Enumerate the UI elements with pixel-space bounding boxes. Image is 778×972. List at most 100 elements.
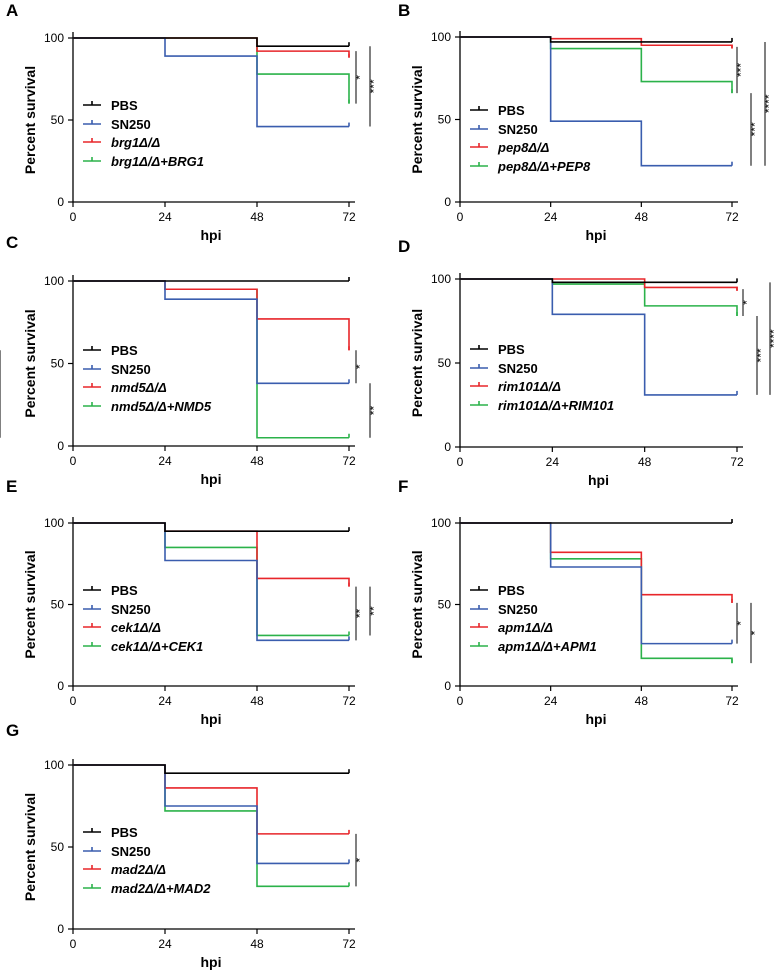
x-tick-label: 72 — [730, 455, 744, 469]
x-tick-label: 72 — [342, 937, 356, 951]
significance-label: ** — [367, 406, 381, 416]
significance-label: *** — [748, 122, 762, 136]
x-axis-label: hpi — [588, 472, 609, 488]
legend-entry: pep8Δ/Δ+PEP8 — [497, 159, 591, 174]
x-tick-label: 48 — [635, 210, 649, 224]
x-tick-label: 48 — [250, 454, 264, 468]
series-line-mutant — [460, 36, 733, 49]
legend-entry: PBS — [111, 825, 138, 840]
series-line-complement — [73, 522, 349, 637]
x-tick-label: 48 — [250, 694, 264, 708]
series-line-mutant — [73, 764, 349, 835]
y-axis-label: Percent survival — [409, 309, 425, 417]
legend-entry: mad2Δ/Δ — [111, 862, 166, 877]
x-tick-label: 48 — [250, 937, 264, 951]
series-line-PBS — [73, 764, 349, 774]
series-line-PBS — [460, 278, 737, 284]
x-tick-label: 24 — [158, 454, 172, 468]
x-tick-label: 0 — [70, 210, 77, 224]
y-tick-label: 100 — [44, 758, 64, 772]
y-axis-label: Percent survival — [22, 793, 38, 901]
significance-label: * — [740, 300, 754, 305]
y-axis-label: Percent survival — [22, 309, 38, 417]
series-line-complement — [460, 278, 738, 316]
legend-entry: cek1Δ/Δ+CEK1 — [111, 639, 203, 654]
y-tick-label: 0 — [57, 195, 64, 209]
y-axis-label: Percent survival — [409, 65, 425, 173]
significance-label: * — [353, 75, 367, 80]
series-line-mutant — [73, 37, 350, 58]
panel-E: E 0 24 48 72 0 50 100 hpi Percent survival ** ** PBS… — [6, 477, 381, 727]
y-tick-label: 0 — [57, 439, 64, 453]
legend-entry: nmd5Δ/Δ+NMD5 — [111, 399, 212, 414]
panel-label: E — [6, 477, 17, 496]
significance-label: * — [353, 857, 367, 862]
x-tick-label: 24 — [158, 694, 172, 708]
legend-entry: SN250 — [498, 122, 538, 137]
x-tick-label: 72 — [342, 694, 356, 708]
x-tick-label: 0 — [457, 455, 464, 469]
panel-F: F 0 24 48 72 0 50 100 hpi Percent survival ** PBS SN… — [398, 477, 762, 727]
legend-entry: rim101Δ/Δ — [498, 379, 561, 394]
legend-entry: SN250 — [498, 602, 538, 617]
significance-label: *** — [0, 0, 7, 3]
x-tick-label: 72 — [725, 210, 739, 224]
series-line-PBS — [73, 522, 349, 532]
x-tick-label: 0 — [70, 454, 77, 468]
y-axis-label: Percent survival — [22, 550, 38, 658]
x-axis-label: hpi — [586, 711, 607, 727]
x-tick-label: 24 — [546, 455, 560, 469]
panel-label: G — [6, 721, 19, 740]
significance-label: * — [748, 630, 762, 635]
legend-entry: PBS — [498, 342, 525, 357]
series-line-complement — [73, 37, 350, 104]
series-line-mutant — [460, 278, 738, 291]
legend-entry: cek1Δ/Δ — [111, 620, 161, 635]
panel-label: D — [398, 237, 410, 256]
x-tick-label: 24 — [544, 694, 558, 708]
legend-entry: pep8Δ/Δ — [497, 140, 550, 155]
significance-label: *** — [367, 79, 381, 93]
y-tick-label: 0 — [444, 440, 451, 454]
legend-entry: rim101Δ/Δ+RIM101 — [498, 398, 614, 413]
series-line-SN250 — [460, 278, 737, 396]
x-tick-label: 24 — [158, 937, 172, 951]
y-tick-label: 100 — [44, 274, 64, 288]
x-axis-label: hpi — [201, 711, 222, 727]
series-line-complement — [73, 280, 349, 439]
significance-label: **** — [767, 329, 778, 348]
legend-entry: PBS — [111, 98, 138, 113]
x-axis-label: hpi — [586, 227, 607, 243]
legend-entry: PBS — [111, 343, 138, 358]
series-line-PBS — [460, 36, 732, 43]
x-tick-label: 0 — [70, 694, 77, 708]
legend-entry: nmd5Δ/Δ — [111, 380, 167, 395]
panel-label: C — [6, 233, 18, 252]
legend-entry: SN250 — [111, 844, 151, 859]
legend-entry: PBS — [498, 583, 525, 598]
x-axis-label: hpi — [201, 227, 222, 243]
legend-entry: brg1Δ/Δ+BRG1 — [111, 154, 204, 169]
y-axis-label: Percent survival — [22, 66, 38, 174]
legend-entry: SN250 — [111, 602, 151, 617]
panel-G: G 0 24 48 72 0 50 100 hpi Percent survival * PBS SN2… — [6, 721, 367, 970]
legend-entry: mad2Δ/Δ+MAD2 — [111, 881, 211, 896]
y-tick-label: 100 — [431, 30, 451, 44]
legend-entry: apm1Δ/Δ — [498, 620, 553, 635]
panel-label: F — [398, 477, 408, 496]
legend-entry: SN250 — [498, 361, 538, 376]
significance-label: ** — [367, 606, 381, 616]
y-tick-label: 50 — [51, 598, 65, 612]
y-tick-label: 100 — [44, 31, 64, 45]
x-tick-label: 0 — [457, 210, 464, 224]
legend-entry: brg1Δ/Δ — [111, 135, 161, 150]
y-tick-label: 50 — [51, 113, 65, 127]
y-axis-label: Percent survival — [409, 550, 425, 658]
significance-label: **** — [762, 94, 776, 113]
y-tick-label: 100 — [431, 516, 451, 530]
y-tick-label: 0 — [57, 922, 64, 936]
x-tick-label: 24 — [158, 210, 172, 224]
legend-entry: apm1Δ/Δ+APM1 — [498, 639, 597, 654]
